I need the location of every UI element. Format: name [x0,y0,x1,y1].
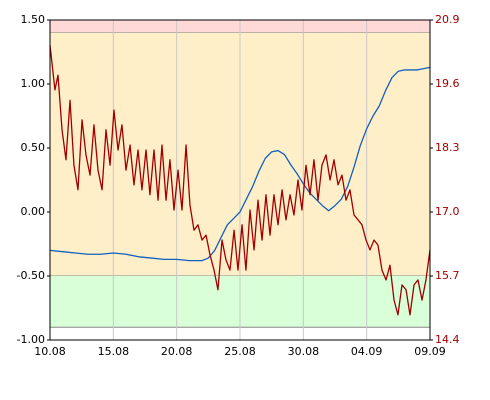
x-tick-label: 15.08 [98,345,130,358]
x-tick-label: 09.09 [414,345,446,358]
y2-tick-label: 17.0 [435,205,460,218]
data-line [49,45,431,316]
x-tick-label: 25.08 [224,345,256,358]
plot-frame [49,19,431,341]
y-tick-label: 0.50 [21,141,46,154]
y2-tick-label: 14.4 [435,333,460,346]
y2-tick-label: 19.6 [435,77,460,90]
y2-tick-label: 15.7 [435,269,460,282]
y-tick-label: 0.00 [21,205,46,218]
x-tick-label: 30.08 [288,345,320,358]
y2-tick-label: 20.9 [435,13,460,26]
y-tick-label: -1.00 [17,333,45,346]
y-tick-label: -0.50 [17,269,45,282]
y-tick-label: 1.50 [21,13,46,26]
y2-tick-label: 18.3 [435,141,460,154]
y-tick-label: 1.00 [21,77,46,90]
x-tick-label: 10.08 [34,345,66,358]
x-tick-label: 04.09 [351,345,383,358]
x-tick-label: 20.08 [161,345,193,358]
data-line [49,66,431,262]
